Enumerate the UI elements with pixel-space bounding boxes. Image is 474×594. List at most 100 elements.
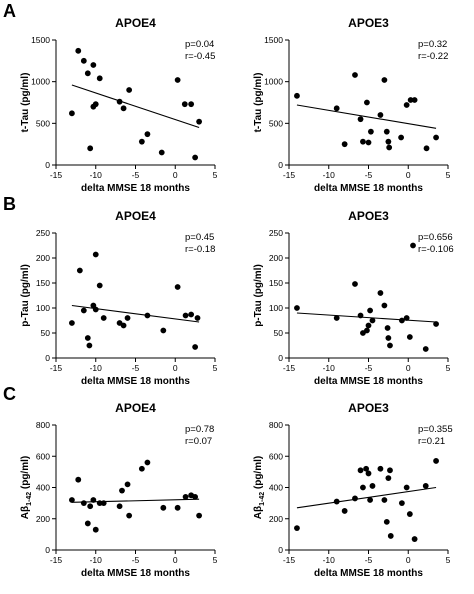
x-axis-label: delta MMSE 18 months <box>81 183 190 194</box>
data-point <box>160 504 167 511</box>
data-point <box>100 500 107 507</box>
data-point <box>333 315 340 321</box>
data-point <box>192 154 199 161</box>
data-point <box>367 307 373 314</box>
data-point <box>120 322 127 329</box>
data-point <box>377 465 384 472</box>
data-point <box>126 512 133 519</box>
y-axis-label: p-Tau (pg/ml) <box>20 264 31 327</box>
x-tick-label: -5 <box>365 170 373 180</box>
data-point <box>75 47 82 54</box>
chart-title: APOE3 <box>348 401 389 415</box>
data-point <box>75 476 82 483</box>
data-point <box>138 138 145 145</box>
regression-line <box>296 312 437 323</box>
regression-line <box>71 304 200 323</box>
y-tick-label: 50 <box>274 328 284 338</box>
data-point <box>96 282 103 289</box>
panel-row-c: C APOE4 -15 -10 -5 0 5 0 200 400 600 800 delta MMSE … <box>3 384 453 579</box>
data-point <box>381 497 388 503</box>
scatter-plot: APOE4 -15 -10 -5 0 5 0 500 1000 1500 delta MMSE 18… <box>20 16 218 194</box>
y-tick-label: 250 <box>269 228 283 238</box>
x-tick-label: -15 <box>283 363 296 373</box>
data-point <box>385 335 392 341</box>
data-point <box>90 62 97 68</box>
data-point <box>124 315 131 321</box>
data-point <box>181 101 188 108</box>
data-point <box>377 112 384 118</box>
x-tick-label: -15 <box>283 555 296 565</box>
data-point <box>333 498 340 505</box>
data-point <box>387 533 394 539</box>
x-tick-label: 0 <box>406 555 411 565</box>
y-tick-label: 1500 <box>264 35 283 45</box>
x-tick-label: -10 <box>90 363 103 373</box>
data-point <box>294 92 300 99</box>
y-tick-label: 200 <box>269 253 283 263</box>
y-tick-label: 600 <box>36 451 50 461</box>
y-tick-label: 0 <box>45 353 50 363</box>
x-tick-label: 5 <box>213 363 218 373</box>
panel-label: B <box>3 194 16 214</box>
y-tick-label: 200 <box>269 514 283 524</box>
stat-label: r=-0.45 <box>185 51 215 62</box>
data-point <box>357 116 364 123</box>
stat-label: p=0.32 <box>418 39 447 50</box>
data-point <box>126 87 133 93</box>
scatter-plot: APOE3 -15 -10 -5 0 5 0 200 400 600 800 delta MMSE 1… <box>253 401 453 579</box>
scatter-plot: APOE3 -15 -10 -5 0 5 0 500 1000 1500 delta MMSE 18… <box>253 16 451 194</box>
y-tick-label: 0 <box>45 545 50 555</box>
data-point <box>367 497 373 503</box>
data-point <box>92 306 99 313</box>
x-tick-label: 5 <box>446 555 451 565</box>
data-point <box>84 70 91 77</box>
data-point <box>124 481 131 488</box>
y-tick-label: 600 <box>269 451 283 461</box>
data-point <box>341 141 348 148</box>
data-point <box>87 145 94 152</box>
data-point <box>174 77 181 83</box>
chart-title: APOE3 <box>348 16 389 30</box>
data-point <box>365 139 372 146</box>
y-tick-label: 0 <box>278 353 283 363</box>
data-point <box>86 342 93 349</box>
data-point <box>386 144 393 151</box>
stat-label: r=0.07 <box>185 436 212 447</box>
data-point <box>385 475 392 482</box>
stat-label: p=0.656 <box>418 232 453 243</box>
data-point <box>92 251 99 258</box>
data-point <box>411 97 418 103</box>
data-point <box>357 312 364 319</box>
data-point <box>398 317 405 324</box>
stat-label: p=0.355 <box>418 424 453 435</box>
data-point <box>196 512 203 519</box>
data-point <box>433 134 439 141</box>
data-point <box>84 520 91 527</box>
y-tick-label: 200 <box>36 253 50 263</box>
x-tick-label: 5 <box>213 555 218 565</box>
data-point <box>422 346 429 352</box>
y-tick-label: 150 <box>36 278 50 288</box>
panel-label: C <box>3 384 16 404</box>
data-point <box>381 302 388 309</box>
data-point <box>403 102 410 108</box>
x-axis-label: delta MMSE 18 months <box>81 568 190 579</box>
data-point <box>365 322 372 329</box>
x-tick-label: -5 <box>132 555 140 565</box>
data-point <box>92 101 99 108</box>
data-point <box>383 518 390 525</box>
x-tick-label: -10 <box>323 363 336 373</box>
y-axis-label: p-Tau (pg/ml) <box>253 264 264 327</box>
y-tick-label: 800 <box>36 420 50 430</box>
data-point <box>433 458 439 464</box>
data-point <box>403 484 410 491</box>
data-point <box>352 72 358 78</box>
regression-line <box>296 104 437 129</box>
data-point <box>352 281 358 287</box>
data-point <box>92 526 99 533</box>
x-tick-label: -10 <box>323 170 336 180</box>
x-tick-label: -10 <box>323 555 336 565</box>
data-point <box>369 483 376 489</box>
